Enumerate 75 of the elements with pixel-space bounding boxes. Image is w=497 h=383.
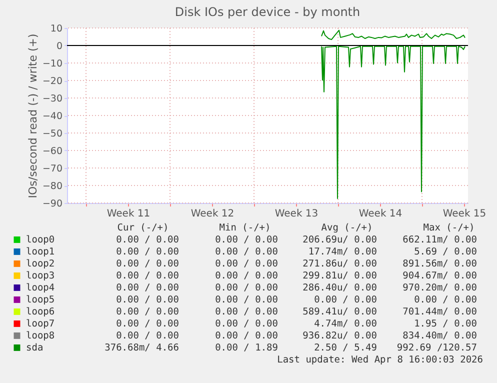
- text: 0.00 / 0.00: [215, 282, 278, 294]
- line-series: [321, 30, 466, 40]
- text: 0.00 / 0.00: [116, 318, 180, 330]
- legend-label: loop0: [26, 234, 55, 246]
- text: 0.00 / 0.00: [116, 246, 180, 258]
- text: 0.00 / 0.00: [314, 294, 378, 306]
- text: 2.50 / 5.49: [314, 342, 378, 354]
- text: Avg (-/+): [321, 222, 373, 234]
- text: 0.00 / 0.00: [116, 294, 180, 306]
- y-tick-label: −80: [42, 181, 62, 192]
- legend-label: loop6: [26, 306, 55, 318]
- text: 0.00 / 1.89: [215, 342, 278, 354]
- text: 0.00 / 0.00: [215, 258, 278, 270]
- y-tick-label: −90: [42, 198, 62, 210]
- y-tick-label: −70: [42, 164, 62, 174]
- text: 701.44m/ 0.00: [402, 306, 478, 318]
- legend-label: loop5: [26, 294, 55, 306]
- text: 206.69u/ 0.00: [302, 234, 378, 246]
- text: 286.40u/ 0.00: [302, 282, 378, 294]
- legend-label: loop4: [26, 282, 55, 294]
- y-tick-label: −20: [42, 76, 62, 87]
- y-tick-label: −60: [42, 146, 62, 157]
- y-tick-label: 10: [50, 24, 62, 34]
- text: 0.00 / 0.00: [215, 306, 278, 318]
- text: 17.74m/ 0.00: [308, 246, 378, 258]
- legend-label: loop8: [26, 330, 55, 342]
- y-tick-label: −10: [42, 58, 62, 70]
- legend-label: loop7: [26, 318, 55, 330]
- x-tick-label: Week 11: [106, 208, 150, 220]
- text: 0.00 / 0.00: [215, 330, 278, 342]
- x-tick-label: Week 13: [274, 208, 318, 220]
- legend-label: loop1: [26, 246, 55, 258]
- y-tick-label: 0: [56, 41, 62, 52]
- x-tick-label: Week 15: [442, 208, 486, 220]
- line-series: [321, 46, 466, 199]
- y-tick-label: −50: [42, 128, 62, 140]
- text: 891.56m/ 0.00: [402, 258, 478, 270]
- legend-label: loop2: [26, 258, 55, 270]
- legend-label: sda: [26, 342, 44, 354]
- text: Min (-/+): [219, 222, 271, 234]
- y-tick-label: −40: [42, 111, 62, 122]
- chart-title: Disk IOs per device - by month: [174, 5, 360, 19]
- text: 0.00 / 0.00: [116, 330, 180, 342]
- text: Max (-/+): [423, 222, 475, 234]
- text: 4.74m/ 0.00: [314, 318, 378, 330]
- text: 0.00 / 0.00: [215, 318, 278, 330]
- text: 0.00 / 0.00: [116, 234, 180, 246]
- text: 589.41u/ 0.00: [302, 306, 378, 318]
- text: Last update: Wed Apr 8 16:00:03 2026: [277, 354, 484, 366]
- y-tick-label: −30: [42, 94, 62, 104]
- text: 992.69 /120.57: [396, 342, 477, 354]
- text: 5.69 / 0.00: [414, 246, 478, 258]
- text: 834.40m/ 0.00: [402, 330, 478, 342]
- text: Cur (-/+): [117, 222, 169, 234]
- text: 0.00 / 0.00: [215, 234, 278, 246]
- text: 936.82u/ 0.00: [302, 330, 378, 342]
- text: 376.68m/ 4.66: [104, 342, 180, 354]
- x-tick-label: Week 12: [190, 208, 234, 220]
- text: 0.00 / 0.00: [116, 306, 180, 318]
- text: 904.67m/ 0.00: [402, 270, 478, 282]
- text: 0.00 / 0.00: [116, 258, 180, 270]
- legend-label: loop3: [26, 270, 55, 282]
- text: 0.00 / 0.00: [215, 246, 278, 258]
- x-tick-label: Week 14: [358, 208, 402, 220]
- text: 0.00 / 0.00: [116, 270, 180, 282]
- text: 0.00 / 0.00: [215, 294, 278, 306]
- text: 0.00 / 0.00: [215, 270, 278, 282]
- text: 0.00 / 0.00: [116, 282, 180, 294]
- text: 0.00 / 0.00: [414, 294, 478, 306]
- text: 271.86u/ 0.00: [302, 258, 378, 270]
- text: 662.11m/ 0.00: [402, 234, 478, 246]
- y-axis-title: IOs/second read (-) / write (+): [26, 34, 40, 198]
- text: 970.20m/ 0.00: [402, 282, 478, 294]
- text: 299.81u/ 0.00: [302, 270, 378, 282]
- text: 1.95 / 0.00: [414, 318, 478, 330]
